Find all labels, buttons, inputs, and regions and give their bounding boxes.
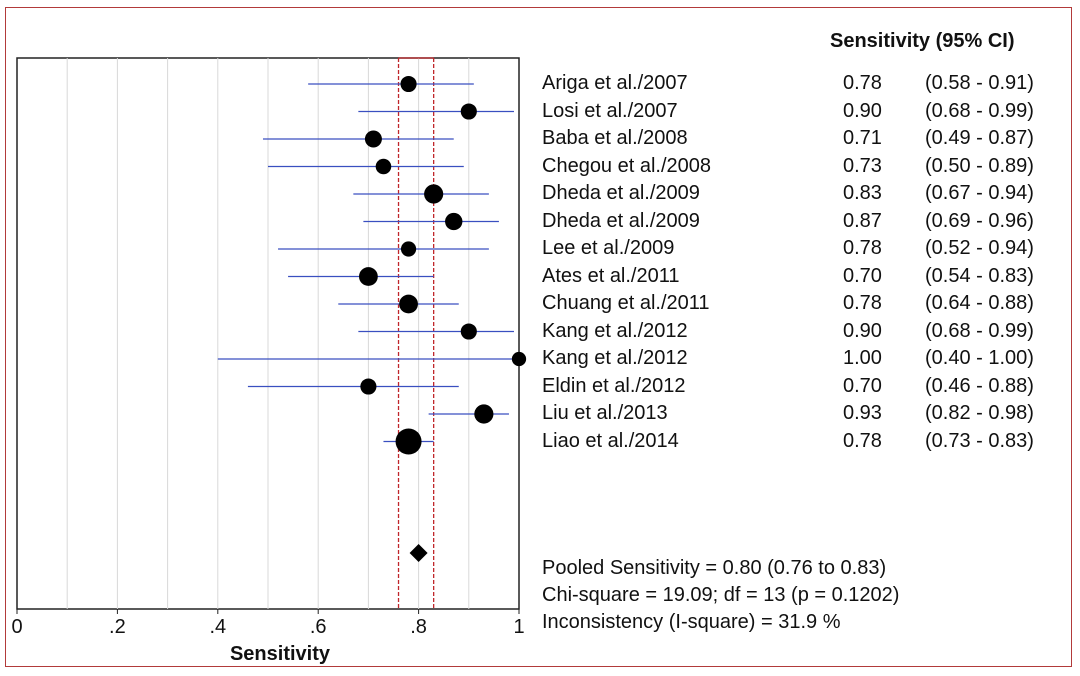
- study-marker: [460, 323, 477, 340]
- study-ci: (0.54 - 0.83): [925, 264, 1034, 287]
- study-ci: (0.58 - 0.91): [925, 72, 1034, 94]
- study-estimate: 0.73: [843, 154, 882, 177]
- study-marker: [445, 212, 463, 231]
- study-estimate: 1.00: [843, 347, 882, 369]
- study-label: Lee et al./2009: [542, 237, 675, 259]
- study-estimate: 0.78: [843, 237, 882, 259]
- study-ci: (0.64 - 0.88): [925, 292, 1034, 314]
- study-estimate: 0.78: [843, 72, 882, 94]
- study-marker: [474, 404, 494, 424]
- study-ci: (0.50 - 0.89): [925, 154, 1034, 177]
- study-estimate: 0.93: [843, 402, 882, 424]
- study-marker: [511, 351, 527, 367]
- study-marker: [424, 184, 444, 204]
- pooled-diamond: [409, 544, 428, 562]
- pooled-diamond-group: [409, 544, 428, 562]
- study-estimate: 0.78: [843, 429, 882, 452]
- study-label: Chuang et al./2011: [542, 292, 710, 314]
- x-tick-label: 1: [513, 616, 524, 638]
- x-tick-label: 0: [11, 616, 22, 638]
- study-marker: [400, 75, 417, 93]
- x-tick-label: .2: [109, 616, 126, 638]
- study-ci: (0.69 - 0.96): [925, 209, 1034, 232]
- study-label: Kang et al./2012: [542, 347, 688, 369]
- study-ci: (0.73 - 0.83): [925, 429, 1034, 452]
- study-ci: (0.67 - 0.94): [925, 182, 1034, 204]
- pooled-ci-band: [397, 57, 435, 609]
- x-ticks: 0 .2 .4 .6 .8 1: [11, 609, 525, 638]
- study-marker: [400, 241, 417, 257]
- x-tick-label: .4: [209, 616, 226, 638]
- study-marker: [395, 428, 422, 455]
- study-label: Dheda et al./2009: [542, 182, 700, 204]
- study-label: Kang et al./2012: [542, 319, 688, 342]
- study-ci: (0.40 - 1.00): [925, 347, 1034, 369]
- study-ci: (0.82 - 0.98): [925, 402, 1034, 424]
- study-estimate: 0.90: [843, 99, 882, 122]
- study-label: Chegou et al./2008: [542, 154, 712, 177]
- study-estimate: 0.90: [843, 319, 882, 342]
- study-marker: [359, 267, 378, 286]
- study-label: Ates et al./2011: [542, 264, 680, 287]
- column-header: Sensitivity (95% CI): [830, 30, 1015, 52]
- study-label: Eldin et al./2012: [542, 374, 686, 397]
- study-label: Dheda et al./2009: [542, 209, 700, 232]
- x-tick-label: .8: [410, 616, 427, 638]
- study-marker: [360, 378, 377, 395]
- study-label: Losi et al./2007: [542, 99, 678, 122]
- chi-square-text: Chi-square = 19.09; df = 13 (p = 0.1202): [542, 584, 900, 606]
- pooled-sensitivity-text: Pooled Sensitivity = 0.80 (0.76 to 0.83): [542, 557, 887, 579]
- study-marker: [364, 130, 382, 148]
- study-estimate: 0.87: [843, 209, 882, 232]
- study-marker: [460, 103, 477, 120]
- study-estimate: 0.70: [843, 264, 882, 287]
- inconsistency-text: Inconsistency (I-square) = 31.9 %: [542, 611, 841, 633]
- study-ci: (0.68 - 0.99): [925, 99, 1034, 122]
- study-label: Baba et al./2008: [542, 127, 688, 149]
- study-estimate: 0.70: [843, 374, 882, 397]
- study-estimate: 0.83: [843, 182, 882, 204]
- study-label: Liu et al./2013: [542, 402, 668, 424]
- study-ci: (0.49 - 0.87): [925, 127, 1034, 149]
- x-tick-label: .6: [310, 616, 327, 638]
- gridlines: [66, 58, 470, 609]
- study-estimate: 0.71: [843, 127, 882, 149]
- study-ci: (0.52 - 0.94): [925, 237, 1034, 259]
- study-ci: (0.46 - 0.88): [925, 374, 1034, 397]
- study-label: Ariga et al./2007: [542, 72, 688, 94]
- study-marker: [375, 158, 392, 175]
- markers: [359, 75, 527, 455]
- study-estimate: 0.78: [843, 292, 882, 314]
- study-label: Liao et al./2014: [542, 429, 679, 452]
- study-ci: (0.68 - 0.99): [925, 319, 1034, 342]
- study-marker: [399, 294, 418, 314]
- figure-frame: [5, 7, 1072, 667]
- x-axis-label: Sensitivity: [230, 643, 331, 665]
